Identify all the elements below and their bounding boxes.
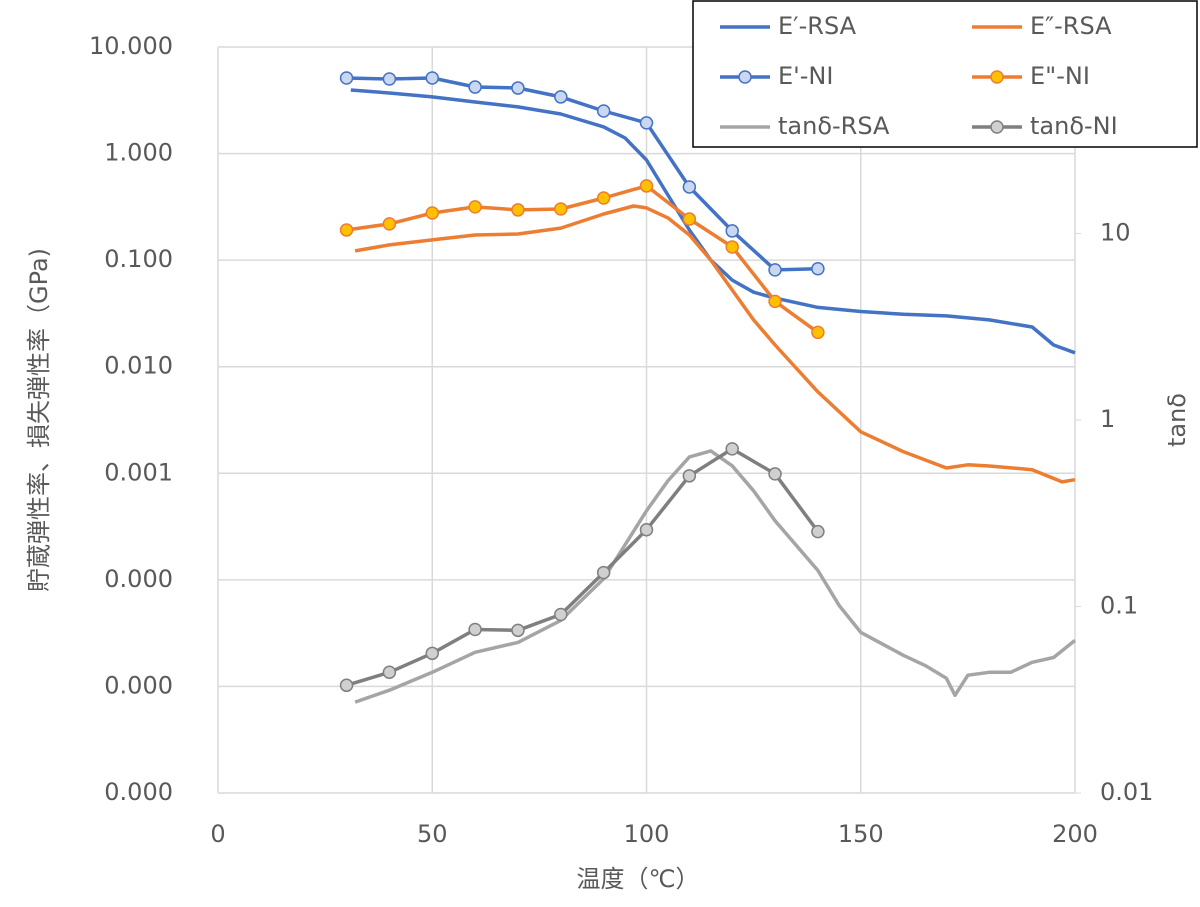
data-point bbox=[339, 678, 354, 693]
data-point bbox=[511, 81, 525, 95]
series-line bbox=[346, 76, 818, 272]
series-line bbox=[354, 204, 1076, 484]
y2-tick-label: 1 bbox=[1100, 405, 1115, 433]
data-point bbox=[682, 180, 697, 194]
x-tick-label: 100 bbox=[624, 820, 670, 848]
x-tick-label: 200 bbox=[1052, 820, 1098, 848]
data-point bbox=[596, 565, 611, 580]
series-line bbox=[346, 184, 819, 334]
data-point bbox=[811, 262, 825, 276]
data-point bbox=[811, 524, 825, 539]
data-point bbox=[682, 469, 697, 483]
data-point bbox=[639, 179, 654, 193]
legend-label: tanδ-RSA bbox=[778, 112, 890, 140]
legend-label: E″-RSA bbox=[1030, 12, 1112, 40]
y-tick-label: 10.000 bbox=[89, 32, 173, 60]
y2-tick-label: 10 bbox=[1100, 219, 1131, 247]
data-point bbox=[425, 206, 439, 220]
y-axis-label: 貯蔵弾性率、損失弾性率（GPa) bbox=[25, 248, 53, 592]
data-point bbox=[811, 325, 825, 340]
data-point bbox=[511, 203, 525, 217]
y2-tick-label: 0.1 bbox=[1100, 592, 1138, 620]
legend-label: E′-RSA bbox=[778, 12, 857, 40]
legend-marker bbox=[738, 70, 752, 84]
y-tick-label: 1.000 bbox=[104, 139, 173, 167]
data-point bbox=[511, 623, 525, 638]
data-point bbox=[682, 212, 697, 226]
y2-tick-label: 0.01 bbox=[1100, 778, 1153, 806]
data-point bbox=[768, 263, 782, 277]
legend-marker bbox=[990, 70, 1004, 84]
y-tick-label: 0.010 bbox=[104, 352, 173, 380]
data-point bbox=[639, 116, 654, 130]
data-point bbox=[425, 71, 439, 85]
legend-marker bbox=[990, 120, 1004, 134]
data-point bbox=[339, 223, 354, 237]
x-tick-label: 50 bbox=[417, 820, 448, 848]
y-tick-label: 0.000 bbox=[104, 565, 173, 593]
data-point bbox=[382, 217, 397, 231]
data-point bbox=[725, 442, 739, 456]
y-tick-label: 0.001 bbox=[104, 458, 173, 486]
legend-box bbox=[692, 0, 1198, 148]
legend-label: tanδ-NI bbox=[1030, 112, 1118, 140]
series-line bbox=[345, 447, 820, 687]
data-point bbox=[596, 191, 611, 205]
legend-label: E'-NI bbox=[778, 62, 833, 90]
data-point bbox=[725, 224, 739, 238]
data-point bbox=[468, 622, 482, 637]
data-point bbox=[339, 71, 354, 85]
y2-axis-label: tanδ bbox=[1163, 393, 1191, 447]
data-point bbox=[768, 294, 782, 309]
y-tick-label: 0.000 bbox=[104, 778, 173, 806]
y-tick-label: 0.000 bbox=[104, 671, 173, 699]
legend-label: E"-NI bbox=[1030, 62, 1090, 90]
data-point bbox=[468, 80, 482, 94]
x-tick-label: 0 bbox=[210, 820, 225, 848]
y-tick-label: 0.100 bbox=[104, 245, 173, 273]
x-tick-label: 150 bbox=[838, 820, 884, 848]
data-point bbox=[554, 202, 568, 216]
data-point bbox=[468, 200, 482, 214]
data-point bbox=[382, 72, 397, 86]
data-point bbox=[425, 646, 439, 661]
data-point bbox=[596, 104, 611, 118]
x-axis-label: 温度（℃） bbox=[577, 865, 700, 893]
data-point bbox=[768, 467, 782, 481]
data-point bbox=[725, 240, 739, 254]
data-point bbox=[554, 607, 568, 622]
data-point bbox=[554, 90, 568, 104]
data-point bbox=[639, 522, 654, 537]
series-line bbox=[354, 449, 1077, 704]
data-point bbox=[382, 665, 397, 680]
